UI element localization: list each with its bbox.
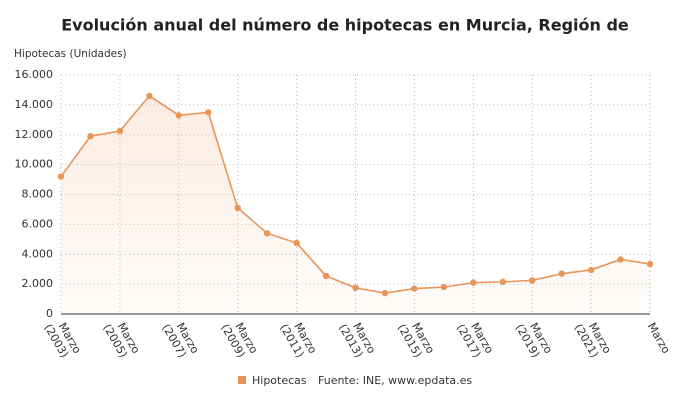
- point: [175, 112, 182, 119]
- point: [87, 133, 94, 140]
- source: Fuente: INE, www.epdata.es: [318, 374, 472, 387]
- point: [558, 270, 565, 277]
- x-tick-label: Marzo(2003): [42, 315, 84, 362]
- point: [146, 92, 153, 100]
- y-axis-label: Hipotecas (Unidades): [14, 48, 127, 60]
- y-tick-label: 10.000: [15, 158, 54, 171]
- point: [646, 260, 654, 268]
- y-tick-label: 2.000: [22, 277, 54, 290]
- point: [381, 289, 389, 297]
- point: [116, 127, 124, 135]
- x-tick-label: Marzo(2011): [277, 315, 319, 362]
- point: [529, 277, 536, 284]
- point: [234, 204, 241, 212]
- x-tick-label: Marzo(2019): [513, 315, 555, 362]
- y-tick-label: 12.000: [15, 128, 54, 141]
- point: [411, 285, 418, 292]
- point: [587, 266, 595, 274]
- x-tick-label: Marzo(2021): [572, 315, 614, 362]
- point: [499, 278, 506, 286]
- y-tick-label: 8.000: [22, 188, 54, 201]
- point: [263, 230, 271, 237]
- area: [61, 95, 650, 314]
- y-tick-label: 0: [46, 307, 53, 320]
- x-tick-label: Marzo(2007): [159, 315, 201, 362]
- point: [617, 256, 624, 263]
- y-tick-label: 6.000: [22, 217, 54, 230]
- x-tick-label: Marzo(2013): [336, 315, 378, 362]
- chart-title: Evolución anual del número de hipotecas …: [61, 16, 629, 35]
- legend-label: Hipotecas: [252, 374, 307, 387]
- point: [352, 284, 359, 292]
- x-tick-label: Marzo(2015): [395, 315, 437, 362]
- point: [470, 279, 477, 286]
- y-tick-label: 14.000: [15, 98, 54, 111]
- legend-swatch: [238, 376, 246, 384]
- point: [57, 173, 65, 180]
- x-tick-label: Marzo(2017): [454, 315, 496, 362]
- point: [293, 239, 300, 247]
- y-tick-label: 4.000: [22, 247, 54, 260]
- x-tick-label: Marzo(2009): [218, 315, 260, 362]
- x-tick-label: Marzo(2005): [100, 315, 142, 362]
- y-tick-label: 16.000: [15, 68, 54, 81]
- point: [322, 272, 330, 280]
- point: [440, 283, 448, 291]
- x-tick-label: Marzo: [645, 321, 673, 357]
- point: [205, 109, 212, 116]
